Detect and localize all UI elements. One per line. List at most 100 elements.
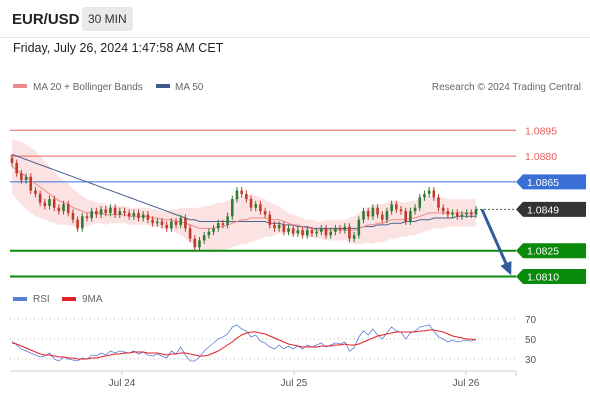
candle-body [376, 207, 379, 215]
chart-header: EUR/USD 30 MIN [0, 0, 590, 38]
candle-body [474, 209, 478, 215]
candle-body [291, 228, 295, 234]
candle-body [427, 190, 431, 194]
candle-body [465, 212, 468, 215]
candle-body [188, 228, 192, 239]
candle-body [156, 221, 159, 224]
level-label-resistance: 1.0880 [525, 151, 557, 163]
level-label-support: 1.0810 [527, 272, 559, 284]
ma50-legend-swatch [156, 84, 170, 88]
candle-body [287, 228, 290, 232]
candle-body [193, 238, 197, 248]
candle-body [113, 207, 117, 215]
candle-body [212, 228, 215, 232]
candle-body [123, 211, 126, 213]
ma20-legend-label: MA 20 + Bollinger Bands [33, 82, 143, 93]
ma50-line [11, 153, 476, 229]
candle-body [132, 212, 136, 217]
candle-body [137, 212, 140, 219]
candle-body [357, 219, 361, 236]
candle-body [399, 209, 403, 212]
rsi-tick-label: 70 [525, 315, 537, 326]
candle-body [409, 211, 412, 222]
candle-body [127, 212, 131, 217]
candle-body [334, 228, 337, 232]
candle-body [390, 204, 393, 212]
candle-body [320, 228, 323, 232]
candle-body [259, 204, 262, 212]
moving-averages [11, 153, 476, 231]
candle-body [57, 207, 61, 212]
forecast-arrow-shaft [480, 208, 512, 274]
candle-body [413, 207, 417, 212]
rsi-ma-legend-swatch [62, 297, 76, 301]
candle-body [10, 157, 14, 163]
candle-body [446, 211, 450, 215]
candle-body [52, 199, 56, 208]
candle-body [301, 230, 304, 236]
candle-body [221, 223, 225, 225]
candle-body [385, 211, 389, 220]
candle-body [24, 176, 28, 181]
candle-body [174, 221, 178, 225]
candle-body [441, 207, 445, 212]
level-label-support: 1.0825 [527, 246, 559, 258]
x-tick-jul25: Jul 25 [281, 378, 308, 389]
rsi-legend-swatch [13, 297, 27, 301]
ma50-legend-label: MA 50 [175, 82, 204, 93]
candle-body [240, 190, 243, 194]
candle-body [48, 199, 51, 206]
timeframe-button[interactable]: 30 MIN [82, 7, 133, 31]
candle-body [380, 214, 384, 220]
candle-body [184, 218, 187, 229]
candle-body [29, 176, 33, 191]
candle-body [315, 231, 318, 234]
candle-body [460, 214, 464, 217]
candlesticks [10, 154, 478, 251]
x-tick-jul24: Jul 24 [109, 378, 136, 389]
candle-body [15, 162, 18, 174]
candle-body [432, 190, 436, 198]
candle-body [305, 230, 309, 236]
candle-body [404, 211, 407, 222]
level-tag-support [516, 243, 586, 259]
candle-body [348, 226, 351, 239]
candle-body [249, 199, 253, 208]
level-tag-pivot [516, 174, 586, 190]
candle-body [230, 199, 234, 217]
candle-body [62, 204, 65, 212]
rsi-ma-line [11, 329, 477, 360]
candle-body [395, 204, 398, 210]
candle-body [202, 235, 206, 241]
forecast-arrow-head [500, 260, 512, 276]
candle-body [470, 212, 473, 215]
candle-body [165, 224, 168, 229]
main-legend: MA 20 + Bollinger Bands MA 50 Research ©… [13, 82, 581, 93]
candle-body [352, 235, 356, 239]
candle-body [109, 207, 112, 213]
level-labels: 1.0895 1.0880 1.0865 1.0849 1.0825 1.0810 [516, 125, 586, 285]
candle-body [324, 228, 328, 236]
candle-body [90, 211, 93, 219]
candle-body [71, 212, 75, 220]
candle-body [38, 193, 42, 203]
candle-body [85, 216, 89, 219]
candle-body [216, 223, 220, 229]
candle-body [418, 197, 422, 208]
candle-body [423, 193, 426, 198]
candle-body [245, 193, 248, 200]
level-label-resistance: 1.0895 [525, 125, 557, 137]
candle-body [254, 204, 258, 208]
candle-body [118, 211, 122, 215]
symbol-title: EUR/USD [12, 11, 80, 28]
price-levels [10, 129, 516, 278]
candle-body [296, 230, 300, 234]
candle-body [20, 173, 23, 181]
candle-body [76, 219, 79, 229]
candle-body [455, 212, 459, 217]
candle-body [226, 216, 229, 225]
candle-body [179, 218, 183, 225]
candle-body [99, 209, 103, 215]
candle-body [81, 216, 84, 229]
